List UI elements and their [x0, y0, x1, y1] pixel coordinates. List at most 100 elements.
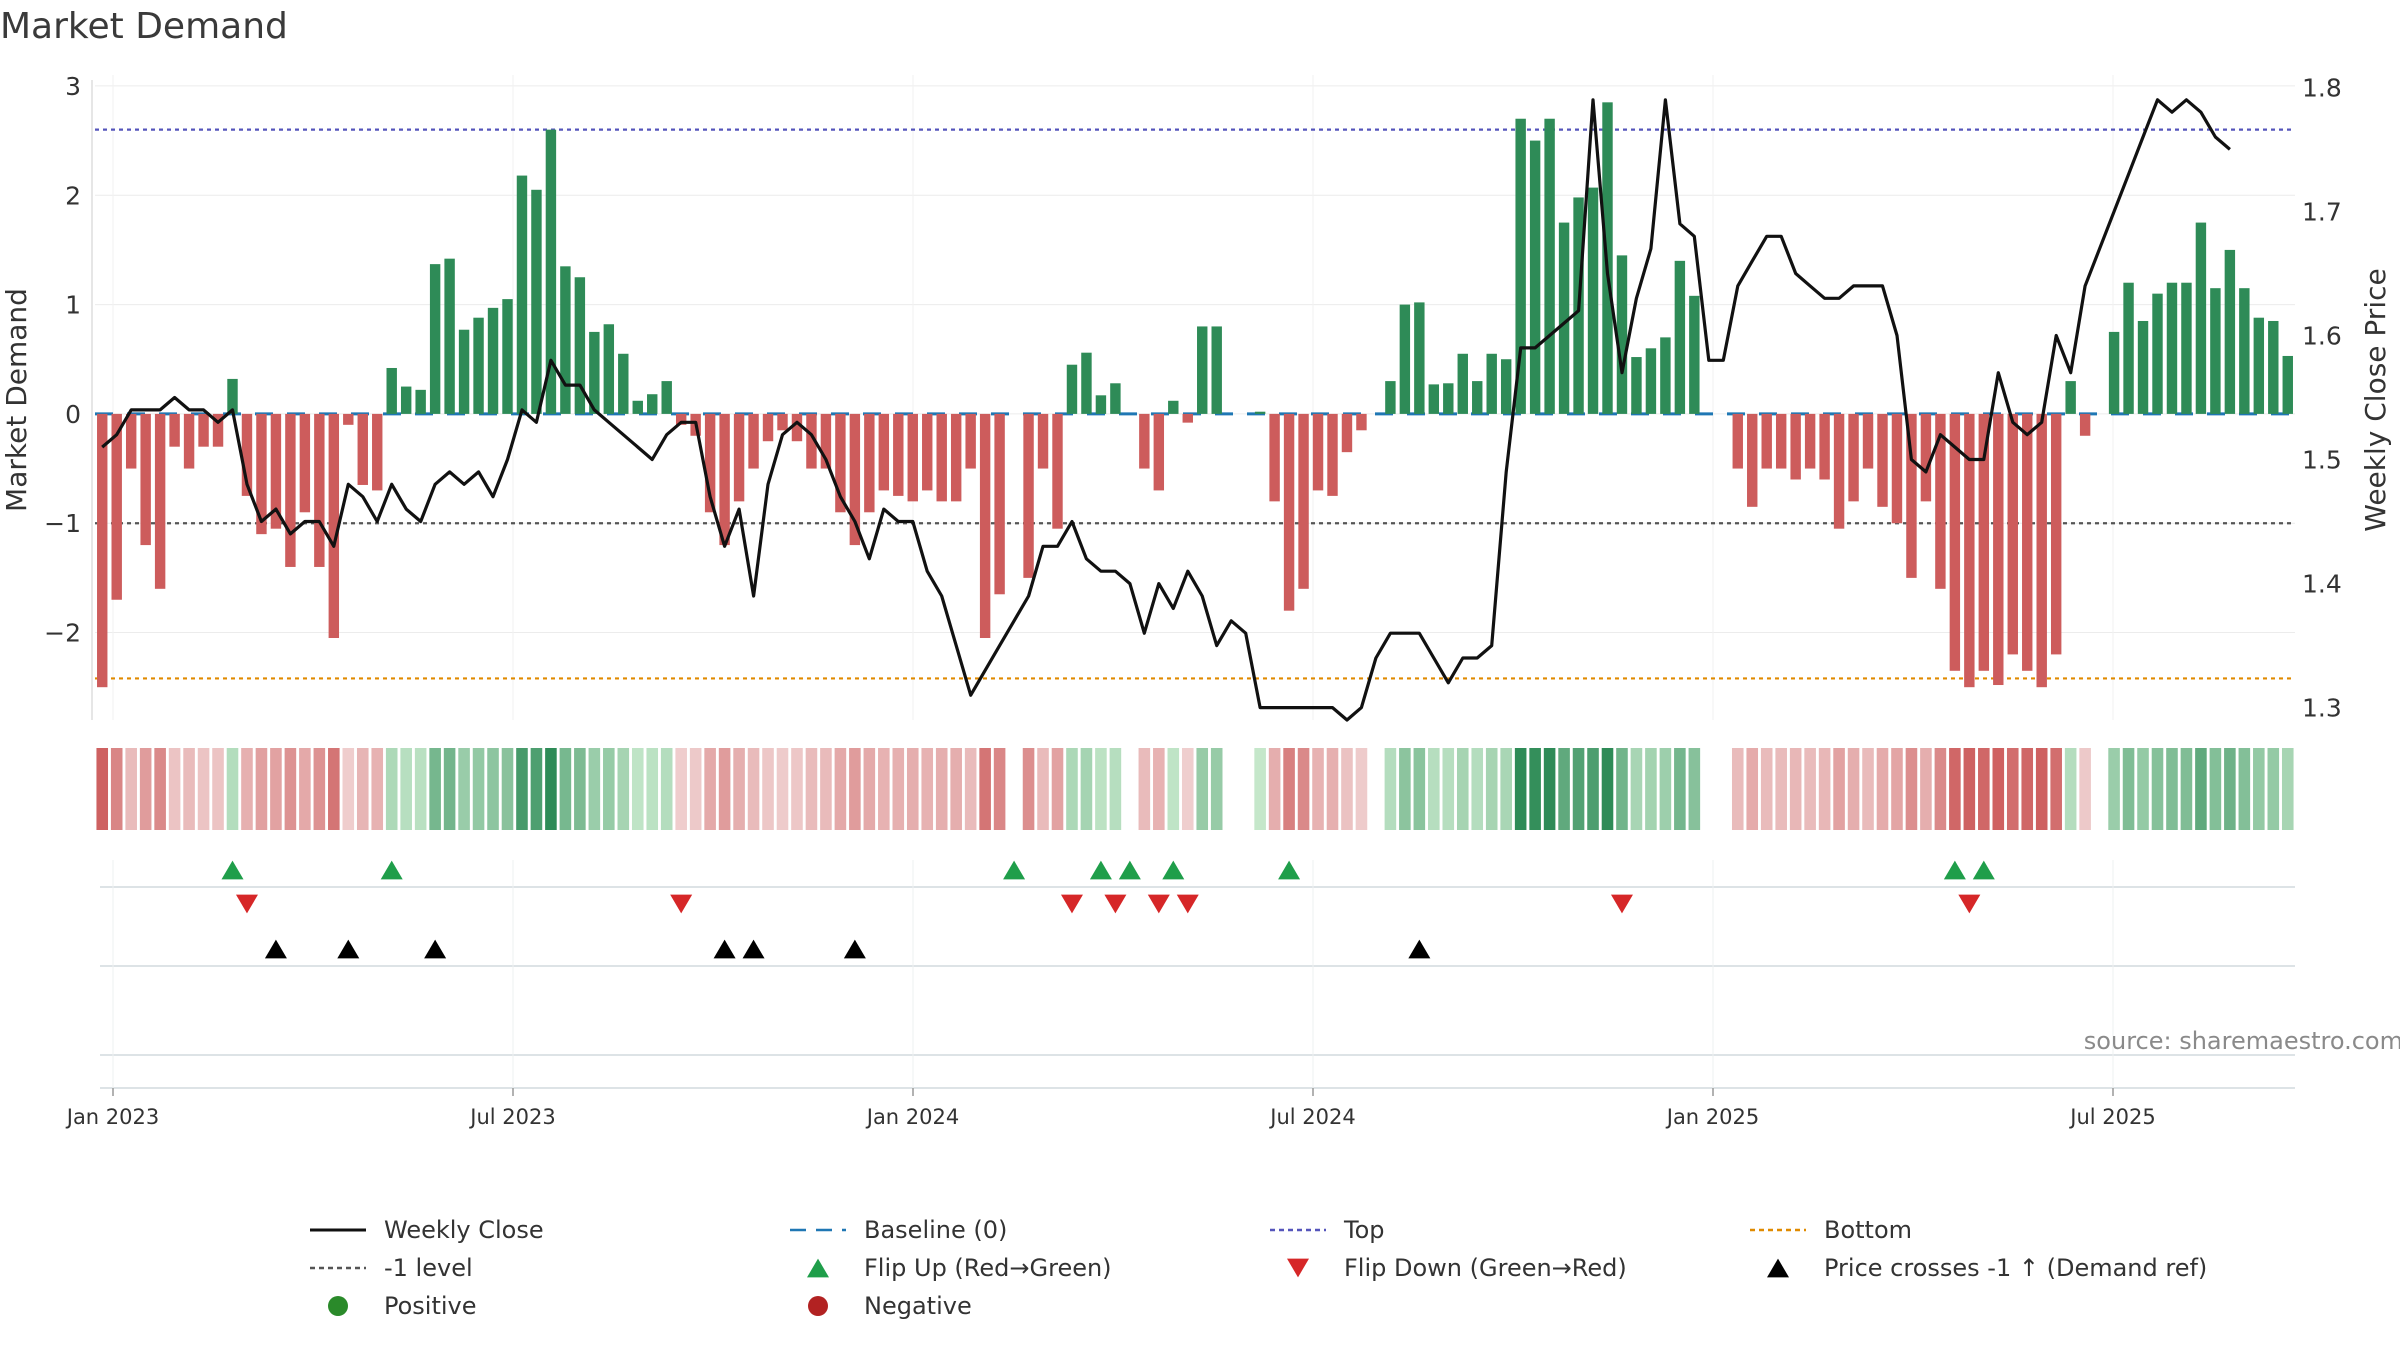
legend: Weekly Close Baseline (0) Top Bottom -1 leve…	[300, 1212, 2300, 1332]
demand-bar	[372, 413, 383, 491]
demand-bar	[1978, 413, 1990, 671]
demand-bar	[502, 299, 513, 414]
demand-bar	[2007, 413, 2018, 655]
demand-bar	[2282, 355, 2293, 414]
heat-cell	[689, 748, 702, 830]
demand-bar	[907, 413, 918, 502]
x-tick-label: Jul 2024	[1268, 1105, 1355, 1129]
heat-cell	[1905, 748, 1918, 830]
heat-cell	[1978, 748, 1990, 830]
demand-bar	[2224, 249, 2236, 414]
demand-bar	[893, 413, 904, 496]
price-cross-marker	[1408, 939, 1431, 959]
heat-cell	[1485, 748, 1498, 830]
demand-bar	[2123, 282, 2134, 414]
heat-cell	[443, 748, 456, 830]
heat-cell	[501, 748, 514, 830]
heat-cell	[878, 748, 890, 830]
heat-cell	[212, 748, 224, 830]
demand-bar	[1443, 383, 1454, 414]
demand-bar	[2036, 413, 2047, 688]
demand-bar	[1660, 337, 1671, 414]
demand-bar	[2166, 282, 2178, 414]
x-tick-label: Jul 2025	[2068, 1105, 2155, 1129]
heat-cell	[429, 748, 441, 830]
heat-cell	[660, 748, 673, 830]
y-tick-label: 1	[65, 291, 81, 320]
demand-bar	[806, 413, 817, 469]
legend-item: Baseline (0)	[790, 1212, 1007, 1248]
flip-down-marker	[1147, 894, 1170, 914]
demand-bars	[97, 102, 2293, 688]
heat-cell	[1181, 748, 1194, 830]
heat-cell	[993, 748, 1006, 830]
heat-cell	[1167, 748, 1180, 830]
heat-cell	[1789, 748, 1802, 830]
demand-bar	[1472, 381, 1483, 414]
heat-cell	[2224, 748, 2236, 830]
demand-bar	[1399, 304, 1411, 414]
demand-bar	[762, 413, 774, 442]
heat-cell	[2238, 748, 2251, 830]
legend-label: Positive	[384, 1292, 477, 1320]
demand-bar	[704, 413, 716, 513]
weekly-close-path	[101, 98, 2231, 722]
demand-bar	[241, 413, 253, 496]
legend-label: Weekly Close	[384, 1216, 544, 1244]
heat-cell	[2209, 748, 2222, 830]
heat-cell	[284, 748, 297, 830]
flip-markers	[221, 860, 1995, 914]
heat-cell	[1399, 748, 1411, 830]
legend-symbol-icon	[1287, 1258, 1309, 1278]
legend-symbol-icon	[790, 1228, 846, 1232]
demand-bar	[154, 413, 166, 589]
heat-cell	[2137, 748, 2149, 830]
heat-cell	[1268, 748, 1281, 830]
demand-bar	[675, 413, 687, 425]
heat-cell	[964, 748, 977, 830]
y2-tick-label: 1.8	[2302, 73, 2342, 102]
heat-cell	[110, 748, 123, 830]
flip-down-marker	[1610, 894, 1633, 914]
demand-bar	[1515, 118, 1526, 414]
heat-cell	[342, 748, 355, 830]
heat-cell	[791, 748, 803, 830]
demand-bar	[1804, 413, 1816, 469]
heat-cell	[1804, 748, 1816, 830]
demand-bar	[198, 413, 209, 447]
demand-bar	[1023, 413, 1034, 578]
heat-cell	[574, 748, 586, 830]
heat-cell	[385, 748, 398, 830]
heat-cell	[371, 748, 384, 830]
demand-bar	[589, 331, 600, 414]
y-axis-title: Market Demand	[0, 288, 33, 512]
demand-bar	[1385, 381, 1396, 414]
price-cross-marker	[713, 939, 736, 959]
demand-bar	[979, 413, 991, 639]
y-tick-label: 3	[65, 72, 81, 101]
demand-bar	[603, 324, 615, 414]
heat-cell	[1847, 748, 1860, 830]
demand-bar	[285, 413, 296, 567]
demand-bar	[1775, 413, 1787, 469]
demand-bar	[2195, 222, 2207, 414]
demand-bar	[1790, 413, 1801, 480]
heat-cell	[270, 748, 282, 830]
heat-cell	[762, 748, 774, 830]
heat-cell	[950, 748, 962, 830]
legend-label: Baseline (0)	[864, 1216, 1008, 1244]
demand-bar	[487, 307, 499, 414]
demand-bar	[965, 413, 976, 469]
heat-cell	[2079, 748, 2091, 830]
demand-bar	[1500, 359, 1512, 414]
heat-cell	[1572, 748, 1585, 830]
demand-bar	[256, 413, 267, 535]
legend-symbol-icon	[808, 1296, 828, 1316]
heat-cell	[1963, 748, 1976, 830]
heat-cell	[1066, 748, 1078, 830]
demand-bar	[343, 413, 354, 425]
heat-cell	[1341, 748, 1353, 830]
flip-up-marker	[1003, 860, 1026, 880]
y2-tick-label: 1.5	[2302, 446, 2342, 475]
heat-cell	[805, 748, 818, 830]
